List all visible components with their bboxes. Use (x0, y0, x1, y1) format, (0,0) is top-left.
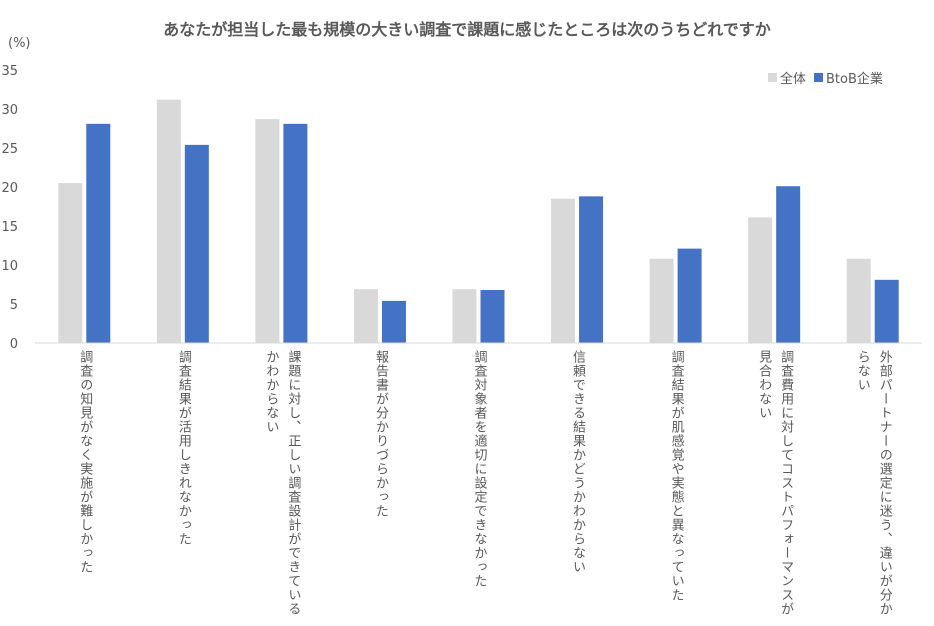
bar-all (846, 258, 871, 343)
x-tick-label: 調査結果が肌感覚や実態と異なっていた (668, 350, 684, 602)
bar-btob (776, 186, 801, 343)
bar-all (156, 99, 181, 343)
bar-all (255, 119, 280, 343)
bar-btob (579, 196, 604, 343)
bar-btob (480, 289, 505, 343)
bar-all (748, 217, 773, 343)
y-tick-label: 35 (1, 64, 18, 79)
bar-btob (677, 248, 702, 343)
y-tick-label: 0 (10, 337, 18, 352)
legend-label-btob: BtoB企業 (826, 72, 883, 87)
bar-btob (184, 144, 209, 343)
y-tick-label: 30 (1, 103, 18, 118)
x-tick-label: 調査費用に対してコストパフォーマンスが 見合わない (756, 350, 794, 616)
x-tick-label: 調査の知見がなく実施が難しかった (77, 350, 93, 574)
bar-btob (381, 300, 406, 343)
y-tick-label: 15 (1, 220, 18, 235)
y-axis-unit: (%) (8, 36, 31, 51)
x-tick-label: 調査結果が活用しきれなかった (175, 350, 191, 546)
bar-btob (874, 279, 899, 343)
x-tick-label: 調査対象者を適切に設定できなかった (471, 350, 487, 588)
legend: 全体 BtoB企業 (768, 68, 887, 87)
legend-swatch-all (768, 73, 777, 82)
y-tick-label: 20 (1, 181, 18, 196)
y-tick-label: 5 (10, 298, 18, 313)
x-tick-label: 信頼できる結果かどうかわからない (570, 350, 586, 574)
bar-all (551, 198, 576, 343)
bar-all (353, 289, 378, 343)
bar-all (452, 289, 477, 343)
bar-btob (283, 123, 308, 343)
legend-label-all: 全体 (780, 72, 807, 87)
x-tick-label: 報告書が分かりづらかった (372, 350, 388, 518)
y-tick-label: 10 (1, 259, 18, 274)
bar-btob (86, 123, 111, 343)
legend-item-all: 全体 (768, 68, 806, 87)
bar-all (58, 183, 83, 343)
y-tick-label: 25 (1, 142, 18, 157)
chart-title: あなたが担当した最も規模の大きい調査で課題に感じたところは次のうちどれですか (163, 20, 771, 39)
bar-all (649, 258, 674, 343)
legend-swatch-btob (814, 73, 824, 82)
legend-item-btob: BtoB企業 (814, 68, 883, 87)
x-tick-label: 課題に対し、正しい調査設計ができている かわからない (263, 350, 301, 616)
x-tick-label: 外部パートナーの選定に迷う、違いが分か らない (854, 350, 892, 616)
